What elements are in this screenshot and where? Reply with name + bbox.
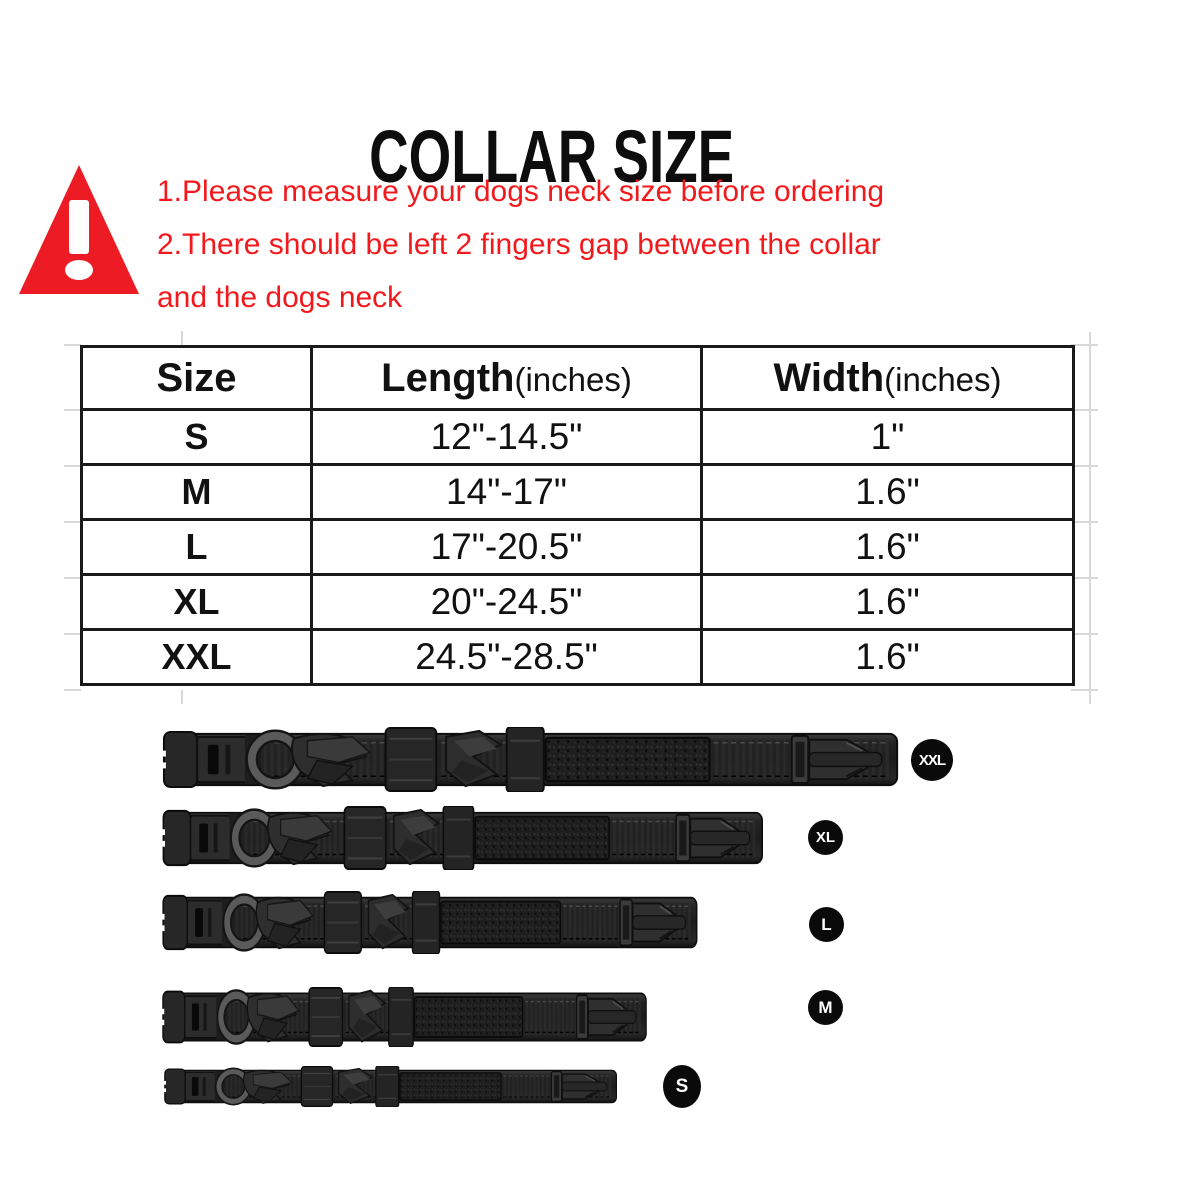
grid-tick [1071,521,1098,523]
grid-tick [1071,465,1098,467]
table-row: XL 20"-24.5" 1.6" [80,573,1075,631]
size-badge-xxl: XXL [911,739,953,781]
collar-photo-m [161,987,650,1047]
cell-width: 1" [700,408,1075,466]
grid-tick [64,344,81,346]
cell-length: 14"-17" [310,463,703,521]
grid-tick [181,331,183,345]
grid-tick [64,633,81,635]
grid-tick [64,689,81,691]
collar-photo-xxl [161,727,903,792]
warning-line-2: 2.There should be left 2 fingers gap bet… [157,228,881,261]
size-table-header-row: Size Length(inches) Width(inches) [80,345,1075,411]
cell-length: 20"-24.5" [310,573,703,631]
table-row: XXL 24.5"-28.5" 1.6" [80,628,1075,686]
size-badge-l: L [809,907,844,942]
cell-length: 24.5"-28.5" [310,628,703,686]
table-row: M 14"-17" 1.6" [80,463,1075,521]
column-header-width: Width(inches) [700,345,1075,411]
table-row: L 17"-20.5" 1.6" [80,518,1075,576]
cell-size: M [80,463,313,521]
size-badge-xl: XL [808,820,843,855]
column-header-width-sub: (inches) [884,360,1002,398]
grid-tick [64,409,81,411]
cell-size: L [80,518,313,576]
grid-tick [64,577,81,579]
collar-photo-s [163,1066,620,1107]
collar-photo-xl [161,806,767,870]
size-table: Size Length(inches) Width(inches) S 12"-… [80,345,1075,686]
size-badge-s: S [663,1065,701,1108]
column-header-size: Size [80,345,313,411]
warning-line-3: and the dogs neck [157,281,403,314]
cell-size: XL [80,573,313,631]
column-header-width-main: Width [773,355,885,400]
cell-length: 12"-14.5" [310,408,703,466]
column-header-length: Length(inches) [310,345,703,411]
table-row: S 12"-14.5" 1" [80,408,1075,466]
grid-tick [1071,633,1098,635]
grid-tick [181,690,183,704]
collar-photo-l [161,891,701,954]
column-header-length-main: Length [381,355,515,400]
cell-length: 17"-20.5" [310,518,703,576]
cell-width: 1.6" [700,463,1075,521]
cell-size: XXL [80,628,313,686]
cell-size: S [80,408,313,466]
page-title: COLLAR SIZE [0,114,1104,199]
grid-tick [64,465,81,467]
grid-tick [1071,344,1098,346]
grid-line-vertical [1089,332,1091,704]
cell-width: 1.6" [700,628,1075,686]
grid-tick [1071,409,1098,411]
grid-tick [1071,577,1098,579]
warning-line-1: 1.Please measure your dogs neck size bef… [157,175,885,208]
cell-width: 1.6" [700,518,1075,576]
column-header-size-main: Size [156,355,237,400]
size-badge-m: M [808,990,843,1025]
grid-tick [64,521,81,523]
cell-width: 1.6" [700,573,1075,631]
warning-notes: 1.Please measure your dogs neck size bef… [157,165,1017,324]
column-header-length-sub: (inches) [514,360,632,398]
warning-triangle-icon [19,165,139,294]
grid-tick [1071,689,1098,691]
page-title-text: COLLAR SIZE [369,114,735,198]
